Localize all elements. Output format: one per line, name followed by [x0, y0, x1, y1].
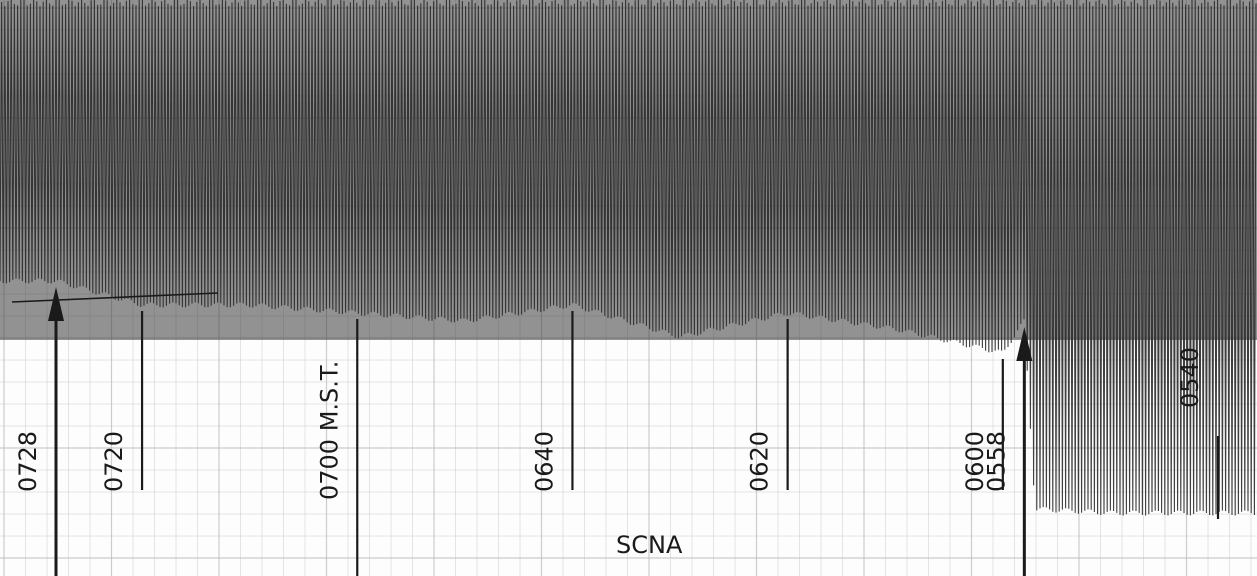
time-mark-arrow-head — [48, 287, 64, 321]
time-mark-0600: 0600 — [961, 359, 1004, 492]
time-mark-label: 0540 — [1176, 347, 1204, 408]
time-mark-label: 0640 — [530, 431, 558, 492]
time-mark-0700: 0700 M.S.T. — [315, 319, 359, 576]
time-mark-0720: 0720 — [100, 311, 144, 492]
time-mark-0620: 0620 — [746, 319, 789, 492]
seismic-trace — [0, 0, 1257, 516]
time-mark-0558: 0558 — [982, 327, 1033, 576]
time-mark-0640: 0640 — [530, 311, 574, 492]
trace-oscillation — [0, 0, 1257, 516]
station-label: SCNA — [616, 531, 683, 559]
time-mark-label: 0720 — [100, 431, 128, 492]
time-mark-label: 0600 — [961, 431, 989, 492]
time-mark-label: 0558 — [982, 431, 1010, 492]
time-mark-arrow-head — [1016, 327, 1033, 361]
time-mark-label: 0620 — [746, 431, 774, 492]
time-mark-0540: 0540 — [1176, 347, 1220, 519]
time-mark-0728: 0728 — [14, 287, 64, 576]
correction-stroke — [11, 292, 219, 303]
time-mark-label: 0700 M.S.T. — [315, 361, 343, 500]
time-mark-label: 0728 — [14, 431, 42, 492]
